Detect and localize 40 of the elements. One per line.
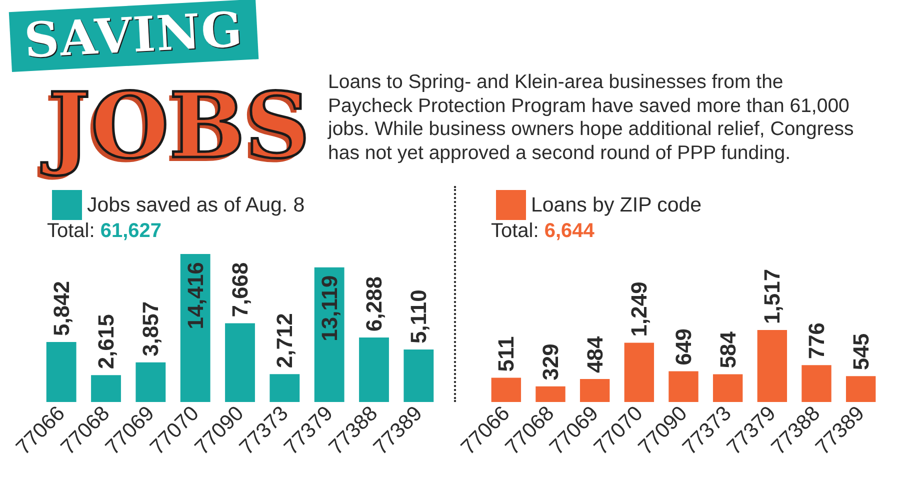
chart-title: SAVING JOBS [22,0,310,179]
bar [536,386,566,402]
data-label: 1,517 [760,268,785,324]
data-label: 511 [494,336,519,372]
data-label: 776 [804,322,829,360]
data-label: 13,119 [316,275,342,342]
bar [136,362,166,402]
bar [846,376,876,402]
bar [712,374,743,402]
bar [491,378,522,402]
bar [404,350,434,402]
bar [46,342,76,402]
bar [757,330,788,402]
text: Total: 6,644 [491,220,596,242]
text: Total: 61,627 [47,220,162,242]
bar [270,374,300,402]
data-label: 649 [671,328,696,366]
text: Loans to Spring- and Klein-area businesses from the Paycheck Protection Program have saved more than 61,000 jobs. While business owners hope additional relief, Congress has not yet approved a second round of PPP funding. [328,71,855,165]
bar [668,371,698,402]
data-label: 545 [848,333,874,370]
bar [624,342,654,402]
data-label: 7,668 [228,262,252,318]
data-label: 484 [582,336,608,374]
data-label: 3,857 [138,301,164,356]
data-label: 2,615 [94,314,118,370]
bar [91,375,121,402]
bar [580,379,610,402]
data-label: 5,110 [406,290,432,344]
bar [225,323,255,402]
bar [802,365,832,402]
data-label: 584 [715,330,740,368]
data-label: 14,416 [182,262,208,330]
bar [359,337,389,402]
data-label: 6,288 [362,276,386,332]
data-label: 5,842 [48,280,74,336]
data-label: 1,249 [626,282,652,337]
data-label: 2,712 [272,313,298,368]
data-label: 329 [538,344,563,380]
legend-label: Jobs saved as of Aug. 8 [87,194,305,216]
legend-label: Loans by ZIP code [531,194,702,216]
